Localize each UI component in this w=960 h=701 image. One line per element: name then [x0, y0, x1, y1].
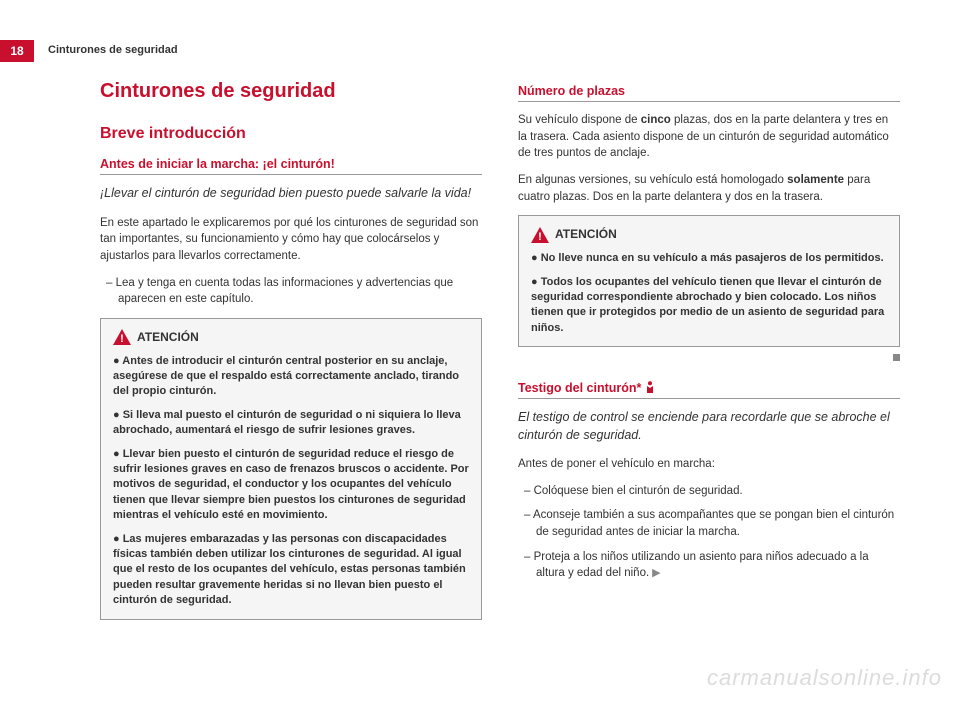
- body-paragraph: Antes de poner el vehículo en marcha:: [518, 456, 900, 473]
- warning-header: ! ATENCIÓN: [531, 226, 887, 243]
- content-columns: Cinturones de seguridad Breve introducci…: [100, 80, 900, 630]
- warning-item: ● Las mujeres embarazadas y las personas…: [113, 532, 469, 609]
- body-paragraph: En este apartado le explicaremos por qué…: [100, 215, 482, 265]
- watermark: carmanualsonline.info: [707, 665, 942, 691]
- warning-icon: !: [531, 227, 549, 243]
- body-paragraph: Su vehículo dispone de cinco plazas, dos…: [518, 112, 900, 162]
- subsection-heading: Testigo del cinturón*: [518, 381, 900, 399]
- subsection-heading: Número de plazas: [518, 84, 900, 102]
- continued-icon: ▶: [652, 567, 660, 579]
- subsection-heading: Antes de iniciar la marcha: ¡el cinturón…: [100, 157, 482, 175]
- warning-item: ● No lleve nunca en su vehículo a más pa…: [531, 251, 887, 266]
- warning-box: ! ATENCIÓN ● Antes de introducir el cint…: [100, 318, 482, 620]
- page-number: 18: [10, 44, 23, 58]
- warning-title: ATENCIÓN: [555, 226, 617, 243]
- page-title: Cinturones de seguridad: [100, 80, 482, 103]
- warning-item: ● Si lleva mal puesto el cinturón de seg…: [113, 408, 469, 439]
- seatbelt-person-icon: [645, 381, 655, 393]
- svg-text:!: !: [120, 333, 124, 345]
- warning-icon: !: [113, 329, 131, 345]
- warning-item: ● Llevar bien puesto el cinturón de segu…: [113, 447, 469, 524]
- list-item: Lea y tenga en cuenta todas las informac…: [100, 275, 482, 308]
- list-item: Colóquese bien el cinturón de seguridad.: [518, 483, 900, 500]
- right-column: Número de plazas Su vehículo dispone de …: [518, 80, 900, 630]
- section-heading: Breve introducción: [100, 125, 482, 143]
- section-end-marker: [518, 349, 900, 367]
- running-head: Cinturones de seguridad: [48, 44, 178, 56]
- warning-box: ! ATENCIÓN ● No lleve nunca en su vehícu…: [518, 215, 900, 347]
- svg-text:!: !: [538, 231, 542, 243]
- page-number-tab: 18: [0, 40, 34, 62]
- warning-item: ● Todos los ocupantes del vehículo tiene…: [531, 275, 887, 337]
- warning-item: ● Antes de introducir el cinturón centra…: [113, 354, 469, 400]
- body-paragraph: En algunas versiones, su vehículo está h…: [518, 172, 900, 205]
- left-column: Cinturones de seguridad Breve introducci…: [100, 80, 482, 630]
- lead-paragraph: El testigo de control se enciende para r…: [518, 409, 900, 444]
- list-item: Proteja a los niños utilizando un asient…: [518, 549, 900, 583]
- warning-header: ! ATENCIÓN: [113, 329, 469, 346]
- manual-page: 18 Cinturones de seguridad Cinturones de…: [0, 0, 960, 701]
- lead-paragraph: ¡Llevar el cinturón de seguridad bien pu…: [100, 185, 482, 203]
- warning-title: ATENCIÓN: [137, 329, 199, 346]
- list-item: Aconseje también a sus acompañantes que …: [518, 507, 900, 540]
